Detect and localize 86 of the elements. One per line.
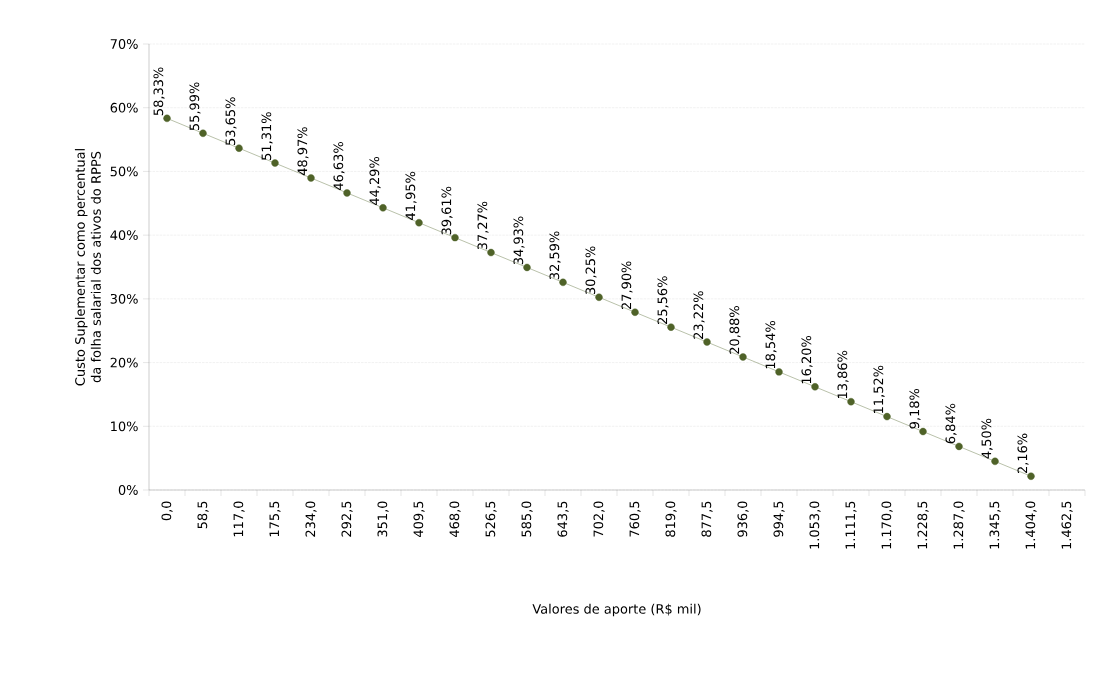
- point: [847, 398, 855, 406]
- point: [163, 114, 171, 123]
- point: [631, 308, 639, 316]
- y-tick-label: 20%: [110, 357, 138, 368]
- x-tick-label: 468,0: [449, 501, 461, 537]
- point: [451, 233, 459, 242]
- data-label: 11,52%: [873, 365, 885, 413]
- x-tick-label: 292,5: [341, 501, 353, 537]
- y-tick-label: 50%: [110, 166, 138, 177]
- x-tick-label: 819,0: [665, 501, 677, 537]
- x-tick-label: 1.287,0: [953, 501, 965, 549]
- data-label: 30,25%: [585, 246, 597, 295]
- x-tick-label: 1.228,5: [917, 501, 929, 549]
- x-tick-label: 877,5: [701, 501, 713, 537]
- point: [415, 219, 423, 227]
- x-tick-label: 1.345,5: [989, 501, 1001, 549]
- point: [595, 293, 603, 301]
- data-label: 20,88%: [729, 306, 741, 354]
- point: [199, 129, 207, 137]
- point: [307, 174, 315, 182]
- x-tick-label: 643,5: [557, 501, 569, 537]
- point: [883, 412, 891, 421]
- point: [271, 159, 279, 167]
- data-label: 23,22%: [693, 291, 705, 339]
- x-tick-label: 0,0: [161, 501, 173, 521]
- data-label: 16,20%: [801, 335, 813, 384]
- data-label: 53,65%: [225, 97, 237, 145]
- y-tick-label: 0%: [118, 485, 138, 495]
- data-label: 41,95%: [405, 171, 417, 220]
- x-tick-label: 585,0: [521, 501, 533, 537]
- data-label: 55,99%: [189, 82, 201, 131]
- x-tick-label: 994,5: [773, 501, 785, 537]
- x-tick-label: 760,5: [629, 501, 641, 537]
- x-tick-label: 1.111,5: [845, 501, 857, 549]
- data-label: 9,18%: [909, 388, 921, 429]
- point: [991, 457, 999, 466]
- x-tick-label: 175,5: [269, 501, 281, 537]
- point: [667, 323, 675, 331]
- x-tick-label: 1.053,0: [809, 501, 821, 549]
- point: [235, 144, 243, 152]
- data-label: 48,97%: [297, 127, 309, 176]
- point: [919, 427, 927, 436]
- point: [523, 263, 531, 272]
- x-tick-label: 117,0: [233, 501, 245, 537]
- data-label: 46,63%: [333, 142, 345, 191]
- data-label: 6,84%: [945, 403, 957, 444]
- x-tick-label: 702,0: [593, 501, 605, 537]
- point: [1027, 472, 1035, 480]
- data-label: 34,93%: [513, 216, 525, 265]
- x-tick-label: 936,0: [737, 501, 749, 537]
- x-tick-label: 58,5: [197, 501, 209, 529]
- x-tick-label: 351,0: [377, 501, 389, 537]
- x-axis-title: Valores de aporte (R$ mil): [532, 603, 701, 617]
- data-label: 51,31%: [261, 112, 273, 160]
- data-label: 27,90%: [621, 261, 633, 310]
- data-label: 4,50%: [981, 418, 993, 459]
- data-label: 39,61%: [441, 186, 453, 235]
- data-label: 32,59%: [549, 231, 561, 280]
- y-tick-label: 70%: [110, 39, 138, 49]
- data-label: 58,33%: [153, 67, 165, 116]
- y-tick-label: 60%: [110, 102, 138, 113]
- point: [343, 189, 351, 197]
- data-label: 25,56%: [657, 276, 669, 324]
- y-tick-label: 30%: [110, 293, 138, 304]
- data-label: 44,29%: [369, 156, 381, 205]
- data-label: 2,16%: [1017, 433, 1029, 474]
- y-tick-label: 10%: [111, 421, 138, 432]
- x-tick-label: 409,5: [413, 501, 425, 537]
- point: [559, 278, 567, 287]
- point: [955, 442, 963, 451]
- y-tick-label: 40%: [110, 230, 138, 241]
- point: [487, 248, 495, 257]
- x-tick-label: 526,5: [485, 501, 497, 537]
- data-label: 13,86%: [837, 350, 849, 399]
- x-tick-label: 1.404,0: [1025, 501, 1037, 549]
- point: [775, 368, 783, 376]
- x-tick-label: 1.170,0: [881, 501, 893, 549]
- point: [739, 353, 747, 361]
- data-label: 37,27%: [477, 201, 489, 250]
- point: [703, 338, 711, 346]
- point: [379, 204, 387, 212]
- data-label: 18,54%: [765, 321, 777, 369]
- y-axis-title: Custo Suplementar como percentual da folha salarial dos ativos do RPPS: [74, 149, 101, 386]
- x-tick-label: 1.462,5: [1061, 501, 1073, 549]
- point: [811, 383, 819, 391]
- x-tick-label: 234,0: [305, 501, 317, 537]
